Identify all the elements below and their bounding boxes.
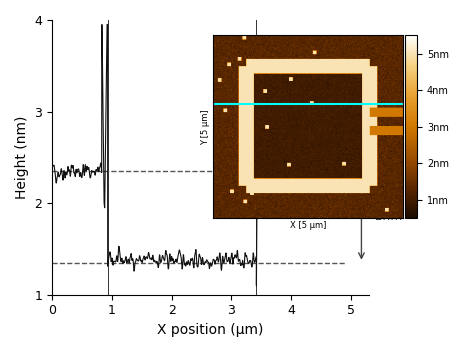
Y-axis label: Y [5 μm]: Y [5 μm] — [201, 109, 210, 145]
X-axis label: X [5 μm]: X [5 μm] — [290, 221, 326, 230]
Y-axis label: Height (nm): Height (nm) — [15, 116, 29, 199]
Text: ~1nm: ~1nm — [365, 210, 403, 224]
X-axis label: X position (μm): X position (μm) — [157, 323, 264, 337]
